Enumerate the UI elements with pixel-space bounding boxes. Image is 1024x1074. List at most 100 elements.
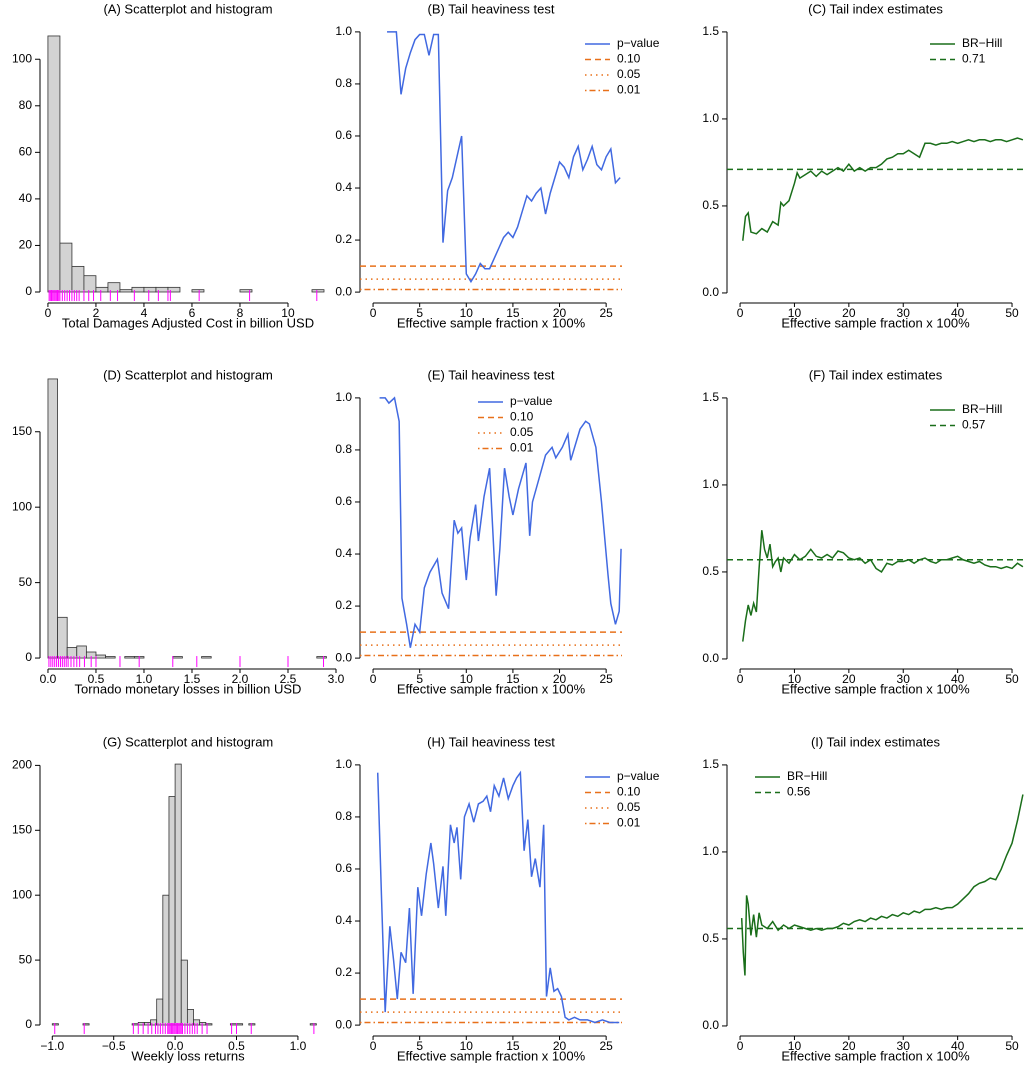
y-tick-label: 50 xyxy=(19,952,33,966)
legend-label: 0.57 xyxy=(962,418,986,432)
series-line xyxy=(742,530,1024,642)
y-tick-label: 0.4 xyxy=(335,546,352,560)
x-tick-label: 5 xyxy=(416,306,423,320)
histogram-bar xyxy=(172,656,183,659)
x-tick-label: 0.0 xyxy=(40,672,57,686)
y-tick-label: 0.4 xyxy=(335,180,352,194)
histogram-bar xyxy=(167,286,181,293)
x-tick-label: 10 xyxy=(460,306,474,320)
y-tick-label: 0 xyxy=(25,1017,32,1031)
y-tick-label: 0.5 xyxy=(702,931,719,945)
histogram-bar xyxy=(239,289,253,293)
panel-title: (H) Tail heaviness test xyxy=(427,734,555,749)
histogram-bar xyxy=(186,1009,194,1026)
x-tick-label: 30 xyxy=(897,306,911,320)
series-line xyxy=(740,794,1024,976)
histogram-bar xyxy=(162,894,170,1026)
panel-title: (C) Tail index estimates xyxy=(808,1,943,16)
y-tick-label: 1.5 xyxy=(702,757,719,771)
legend-label: 0.01 xyxy=(617,83,641,97)
y-tick-label: 150 xyxy=(12,424,32,438)
histogram-bar xyxy=(105,656,116,659)
x-tick-label: 0 xyxy=(737,672,744,686)
histogram-bar xyxy=(95,286,109,293)
x-tick-label: 0 xyxy=(737,306,744,320)
y-tick-label: 0.0 xyxy=(335,650,352,664)
histogram-bar xyxy=(156,998,164,1026)
x-tick-label: 10 xyxy=(460,1039,474,1053)
y-tick-label: 100 xyxy=(12,887,32,901)
y-tick-label: 0.4 xyxy=(335,913,352,927)
x-axis-label: Effective sample fraction x 100% xyxy=(781,1048,970,1063)
series-line xyxy=(387,31,621,284)
y-tick-label: 0.8 xyxy=(335,809,352,823)
histogram-bar xyxy=(236,1023,244,1026)
histogram-bar xyxy=(248,1023,256,1026)
histogram-bar xyxy=(143,1022,151,1026)
y-tick-label: 0.0 xyxy=(335,284,352,298)
histogram-bar xyxy=(180,959,188,1026)
x-tick-label: 0 xyxy=(370,306,377,320)
y-tick-label: 0.0 xyxy=(702,651,719,665)
y-tick-label: 20 xyxy=(19,238,33,252)
x-axis-label: Weekly loss returns xyxy=(131,1048,245,1063)
x-tick-label: 15 xyxy=(506,306,520,320)
x-tick-label: 10 xyxy=(281,306,295,320)
legend-label: BR−Hill xyxy=(787,769,827,783)
x-tick-label: 20 xyxy=(553,1039,567,1053)
histogram-bar xyxy=(59,242,73,293)
y-tick-label: 150 xyxy=(12,822,32,836)
x-axis-label: Effective sample fraction x 100% xyxy=(781,681,970,696)
histogram-bar xyxy=(191,289,205,293)
y-tick-label: 0 xyxy=(25,650,32,664)
legend-label: BR−Hill xyxy=(962,36,1002,50)
x-tick-label: 0 xyxy=(370,1039,377,1053)
legend-label: 0.05 xyxy=(617,67,641,81)
x-tick-label: 5 xyxy=(416,672,423,686)
x-tick-label: −0.5 xyxy=(102,1039,126,1053)
y-tick-label: 1.0 xyxy=(702,111,719,125)
x-tick-label: 0.5 xyxy=(228,1039,245,1053)
y-tick-label: 80 xyxy=(19,98,33,112)
y-tick-label: 0.6 xyxy=(335,128,352,142)
x-tick-label: 30 xyxy=(897,1039,911,1053)
panel-title: (G) Scatterplot and histogram xyxy=(103,734,274,749)
panel-title: (F) Tail index estimates xyxy=(809,367,943,382)
x-axis-label: Effective sample fraction x 100% xyxy=(397,681,586,696)
histogram-bar xyxy=(71,265,85,293)
legend-label: BR−Hill xyxy=(962,402,1002,416)
x-tick-label: 4 xyxy=(141,306,148,320)
x-tick-label: 1.5 xyxy=(184,672,201,686)
y-tick-label: 0 xyxy=(25,284,32,298)
panel-title: (D) Scatterplot and histogram xyxy=(103,367,273,382)
histogram-bar xyxy=(199,1022,207,1026)
histogram-bar xyxy=(119,289,133,293)
y-tick-label: 1.0 xyxy=(702,477,719,491)
y-tick-label: 0.6 xyxy=(335,494,352,508)
y-tick-label: 1.0 xyxy=(335,757,352,771)
legend-label: 0.56 xyxy=(787,785,811,799)
legend-label: 0.05 xyxy=(617,800,641,814)
y-tick-label: 0.2 xyxy=(335,232,352,246)
x-tick-label: 20 xyxy=(842,672,856,686)
legend-label: 0.01 xyxy=(617,816,641,830)
x-tick-label: 2.0 xyxy=(232,672,249,686)
x-tick-label: 1.0 xyxy=(290,1039,307,1053)
series-line xyxy=(376,770,620,1024)
series-line xyxy=(379,396,622,648)
y-tick-label: 0.6 xyxy=(335,861,352,875)
histogram-bar xyxy=(107,282,121,293)
x-axis-label: Effective sample fraction x 100% xyxy=(397,315,586,330)
histogram-bar xyxy=(168,796,176,1026)
histogram-bar xyxy=(83,275,97,293)
x-tick-label: 25 xyxy=(599,1039,613,1053)
histogram-bar xyxy=(124,656,135,659)
histogram-bar xyxy=(316,656,327,659)
legend-label: 0.10 xyxy=(510,410,534,424)
x-tick-label: 20 xyxy=(553,672,567,686)
histogram-bar xyxy=(143,286,157,293)
y-tick-label: 1.0 xyxy=(335,390,352,404)
x-tick-label: −1.0 xyxy=(40,1039,64,1053)
legend-label: p−value xyxy=(617,36,660,50)
